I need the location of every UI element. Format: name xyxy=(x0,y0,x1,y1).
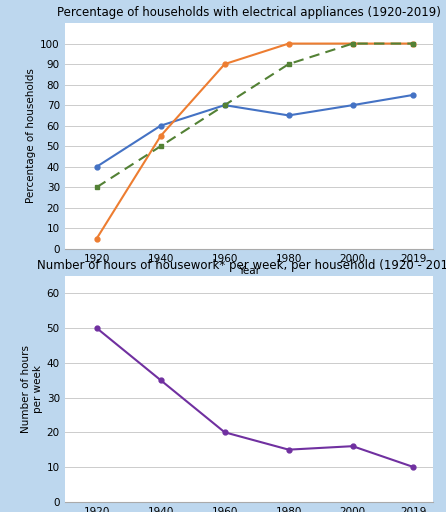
Legend: Washing machine, Refrigerator, Vacuum cleaner: Washing machine, Refrigerator, Vacuum cl… xyxy=(70,295,417,315)
Title: Number of hours of housework* per week, per household (1920 - 2019): Number of hours of housework* per week, … xyxy=(37,259,446,272)
Y-axis label: Number of hours
per week: Number of hours per week xyxy=(21,345,42,433)
X-axis label: Year: Year xyxy=(238,266,260,276)
Title: Percentage of households with electrical appliances (1920-2019): Percentage of households with electrical… xyxy=(57,6,441,19)
Y-axis label: Percentage of households: Percentage of households xyxy=(26,69,36,203)
